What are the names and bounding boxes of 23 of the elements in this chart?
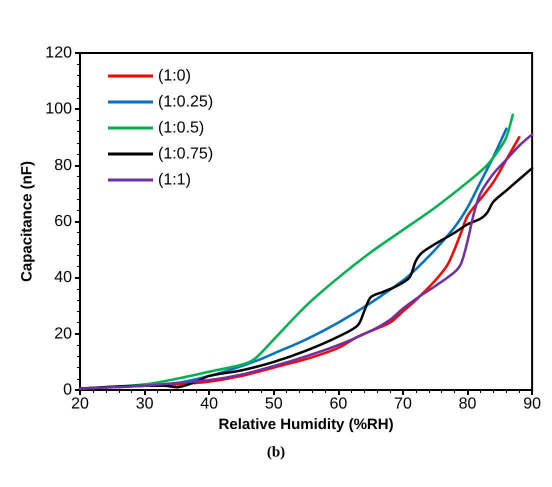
x-axis-title: Relative Humidity (%RH) [218,416,394,433]
x-tick-label: 70 [394,396,412,412]
legend-label: (1:0.25) [158,94,214,110]
legend-label: (1:1) [158,172,191,188]
x-tick-label: 60 [329,396,348,412]
y-tick-label: 20 [54,325,72,342]
legend-label: (1:0.75) [158,146,214,162]
legend-label: (1:0) [158,68,191,84]
y-tick-label: 0 [63,382,72,398]
x-tick-label: 20 [71,396,89,412]
y-tick-label: 120 [45,44,72,62]
x-tick-label: 80 [458,396,477,412]
legend-label: (1:0.5) [158,120,204,136]
y-axis-title: Capacitance (nF) [18,161,36,282]
x-tick-label: 90 [523,396,542,412]
x-tick-label: 50 [264,396,283,412]
y-tick-label: 100 [45,100,72,118]
y-tick-label: 80 [54,156,72,174]
y-tick-label: 60 [54,213,72,230]
x-tick-label: 40 [200,396,218,412]
y-tick-label: 40 [54,269,72,286]
text: (b) [266,444,286,460]
x-tick-label: 30 [136,396,154,412]
